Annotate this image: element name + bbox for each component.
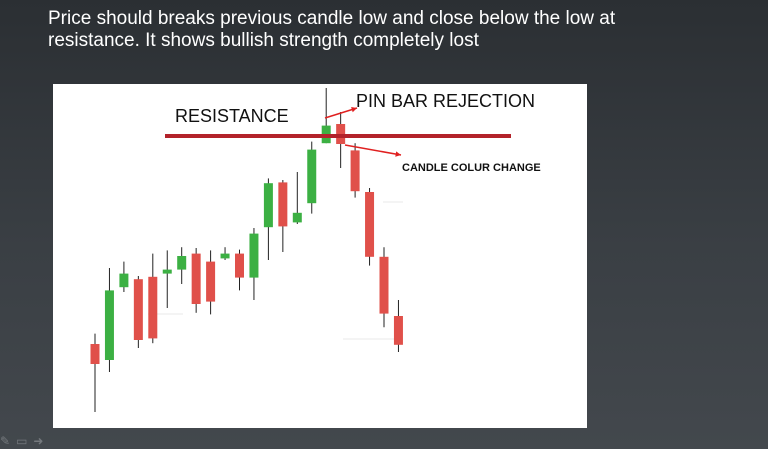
bear-candle bbox=[235, 253, 244, 278]
bull-candle bbox=[177, 256, 187, 270]
arrow-right-icon[interactable]: ➜ bbox=[33, 434, 44, 448]
bear-candle bbox=[148, 276, 158, 339]
bear-candle bbox=[278, 182, 288, 227]
candlestick-chart: RESISTANCE PIN BAR REJECTION CANDLE COLU… bbox=[90, 88, 541, 412]
colour-change-label: CANDLE COLUR CHANGE bbox=[402, 162, 541, 174]
bull-candle bbox=[119, 273, 129, 288]
bull-candle bbox=[162, 269, 172, 274]
pin-bar-label: PIN BAR REJECTION bbox=[356, 91, 535, 111]
bull-candle bbox=[263, 183, 273, 228]
screen-icon[interactable]: ▭ bbox=[16, 434, 28, 448]
resistance-label: RESISTANCE bbox=[175, 106, 289, 126]
pin-bar-arrow bbox=[324, 107, 358, 119]
bear-candle bbox=[191, 253, 201, 304]
slide-text-line1: Price should breaks previous candle low … bbox=[48, 8, 616, 29]
bull-candle bbox=[104, 290, 114, 360]
colour-change-arrow bbox=[344, 144, 402, 156]
slide-nav-controls: ✎ ▭ ➜ bbox=[0, 433, 110, 449]
bear-candle bbox=[350, 150, 360, 192]
bull-candle bbox=[249, 233, 259, 278]
colour-change-arrow-head bbox=[395, 151, 401, 157]
pen-icon[interactable]: ✎ bbox=[0, 434, 11, 448]
pin-bar-arrow-head bbox=[351, 106, 357, 113]
slide-text-line2: resistance. It shows bullish strength co… bbox=[48, 30, 479, 51]
chart-panel: RESISTANCE PIN BAR REJECTION CANDLE COLU… bbox=[53, 84, 587, 428]
slide-text: Price should breaks previous candle low … bbox=[48, 8, 738, 52]
bear-candle bbox=[393, 316, 403, 345]
bear-candle bbox=[90, 344, 100, 364]
bear-candle bbox=[365, 192, 375, 257]
bull-candle bbox=[292, 212, 302, 223]
bull-candle bbox=[220, 253, 230, 259]
bear-candle bbox=[379, 256, 389, 314]
bear-candle bbox=[133, 279, 143, 340]
bear-candle bbox=[206, 261, 216, 302]
bull-candle bbox=[307, 149, 317, 204]
